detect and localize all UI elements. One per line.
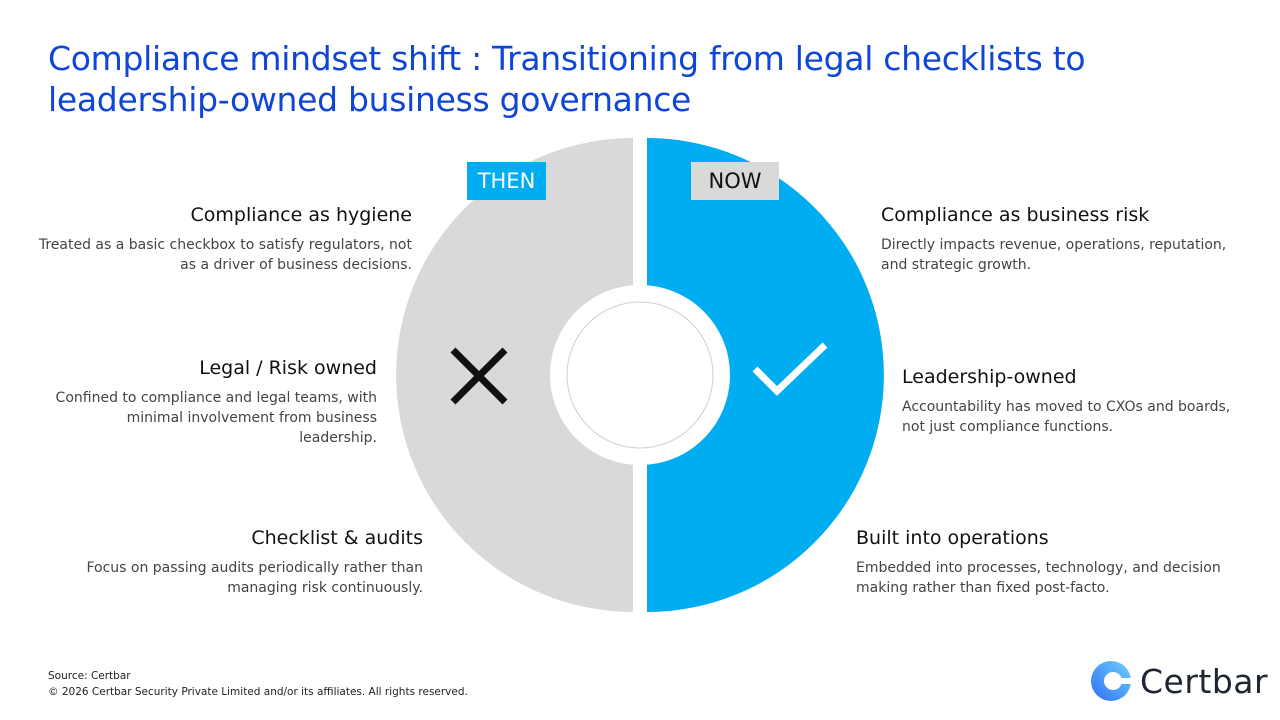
center-circle	[566, 301, 714, 449]
now-item: Compliance as business risk Directly impa…	[881, 204, 1251, 275]
item-heading: Checklist & audits	[251, 527, 423, 549]
then-item: Legal / Risk owned Confined to compliance…	[0, 357, 377, 448]
item-heading: Leadership-owned	[902, 366, 1077, 388]
check-icon	[752, 342, 828, 396]
now-label: NOW	[691, 162, 779, 200]
then-item: Compliance as hygiene Treated as a basic …	[32, 204, 412, 275]
item-text: Confined to compliance and legal teams, …	[55, 390, 377, 446]
then-half	[396, 138, 633, 612]
item-text: Accountability has moved to CXOs and boa…	[902, 399, 1231, 435]
then-item: Checklist & audits Focus on passing audit…	[43, 527, 423, 598]
now-item: Leadership-owned Accountability has moved…	[902, 366, 1252, 437]
copyright: © 2026 Certbar Security Private Limited …	[48, 686, 468, 698]
then-label: THEN	[467, 162, 546, 200]
item-text: Embedded into processes, technology, and…	[856, 560, 1221, 596]
x-icon	[450, 347, 508, 405]
item-text: Focus on passing audits periodically rat…	[86, 560, 423, 596]
item-heading: Compliance as hygiene	[190, 204, 412, 226]
certbar-logo: Certbar	[1090, 660, 1268, 702]
item-heading: Legal / Risk owned	[199, 357, 377, 379]
item-text: Directly impacts revenue, operations, re…	[881, 237, 1227, 273]
item-text: Treated as a basic checkbox to satisfy r…	[38, 237, 412, 273]
source-note: Source: Certbar	[48, 670, 131, 682]
logo-text: Certbar	[1140, 661, 1269, 701]
item-heading: Built into operations	[856, 527, 1049, 549]
certbar-logo-icon	[1091, 661, 1132, 701]
page-title: Compliance mindset shift : Transitioning…	[48, 39, 1086, 119]
now-item: Built into operations Embedded into proce…	[856, 527, 1246, 598]
item-heading: Compliance as business risk	[881, 204, 1150, 226]
